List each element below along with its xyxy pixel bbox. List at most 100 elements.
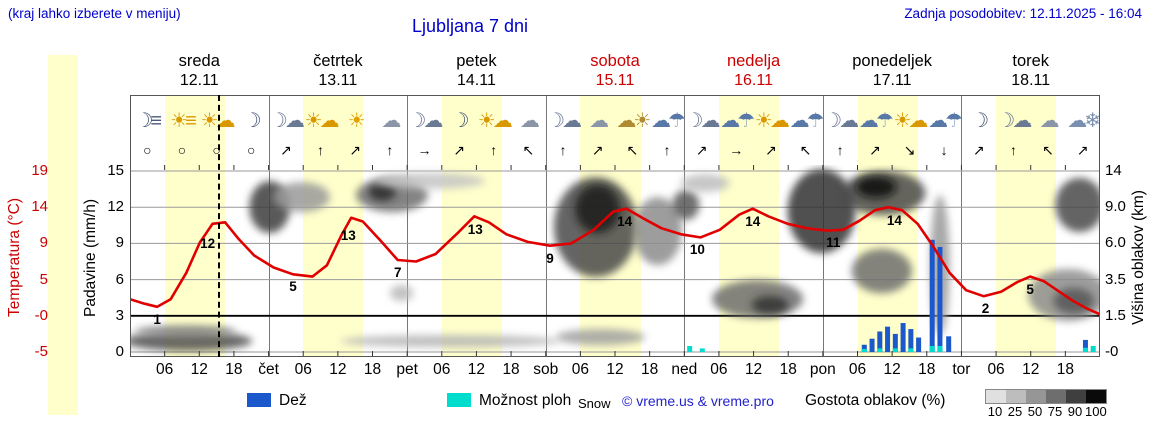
- cloud-blob: [672, 189, 700, 220]
- precip-bar: [908, 348, 914, 352]
- legend-snow-label: Snow: [578, 396, 611, 411]
- temp-value-label: 14: [617, 214, 633, 230]
- weather-icon: ☁☀: [616, 110, 651, 132]
- day-separator: [545, 95, 547, 357]
- temp-value-label: 2: [981, 300, 990, 316]
- day-name: ponedeljek: [852, 52, 933, 70]
- wind-barb: ↗: [453, 142, 465, 158]
- time-tick: 12: [606, 361, 624, 378]
- temp-value-label: 5: [1026, 281, 1034, 297]
- weather-icon: ☀≡: [170, 110, 197, 132]
- precip-bar: [946, 336, 952, 352]
- precip-bar: [892, 333, 898, 352]
- precip-bar: [900, 323, 906, 352]
- density-tick: 25: [1007, 404, 1023, 419]
- now-line: [217, 95, 220, 357]
- precip-tick: 12: [107, 198, 124, 216]
- wind-barb: ↖: [1042, 142, 1054, 158]
- weather-icon: ☽☁: [408, 110, 443, 132]
- cloud-tick: -0: [1105, 343, 1119, 360]
- temp-value-label: 13: [467, 221, 483, 237]
- weather-icon: ☁☂: [650, 110, 686, 132]
- cloud-blob: [374, 172, 486, 189]
- precip-bar: [1082, 339, 1088, 352]
- copyright-link[interactable]: © vreme.us & vreme.pro: [622, 393, 774, 409]
- precip-axis-label: Padavine (mm/h): [82, 198, 99, 317]
- day-name: nedelja: [726, 52, 781, 70]
- cloud-tick: 6.0: [1105, 234, 1126, 252]
- left-accent-strip: [48, 55, 78, 415]
- weather-icon: ☽☁: [685, 110, 721, 132]
- legend-showers-label: Možnost ploh: [479, 392, 572, 409]
- wind-barb: →: [417, 142, 432, 158]
- precip-bar: [885, 326, 891, 352]
- time-tick: 18: [641, 361, 659, 378]
- density-scale: [985, 389, 1107, 404]
- wind-barb: ↑: [490, 142, 498, 158]
- wind-barb: ↗: [765, 142, 777, 158]
- time-tick: čet: [258, 361, 279, 378]
- density-segment: [1066, 390, 1086, 403]
- wind-barb: ↗: [972, 142, 985, 158]
- cloud-blob: [124, 331, 253, 352]
- wind-barb: ↗: [591, 142, 604, 158]
- weather-icon: ☽≡: [135, 110, 163, 132]
- precip-tick: 0: [115, 343, 124, 360]
- precip-tick: 9: [115, 234, 124, 252]
- page-title: Ljubljana 7 dni: [411, 16, 529, 36]
- day-date: 18.11: [1011, 72, 1051, 89]
- time-tick: 12: [1022, 361, 1040, 378]
- weather-icon: ☀☁: [200, 110, 236, 132]
- wind-barb: ↗: [1076, 142, 1089, 158]
- cloud-blob: [340, 335, 560, 348]
- weather-icon: ☁: [1039, 110, 1060, 132]
- cloud-blob: [555, 328, 646, 346]
- time-tick: 12: [744, 361, 763, 378]
- wind-barb: ↓: [940, 142, 948, 158]
- weather-icon: ☀☁: [477, 110, 513, 132]
- precip-bar: [1082, 347, 1088, 352]
- day-name: petek: [456, 52, 497, 70]
- time-tick: 18: [918, 361, 936, 378]
- time-tick: 06: [294, 361, 312, 378]
- cloud-tick: 1.5: [1105, 306, 1126, 324]
- temp-curve: [128, 205, 1102, 316]
- temp-value-label: 5: [289, 279, 297, 295]
- density-tick: 75: [1047, 404, 1063, 419]
- density-segment: [1006, 390, 1026, 403]
- precip-tick: 3: [115, 306, 124, 324]
- weather-icon: ☀☁: [304, 110, 340, 132]
- time-tick: 12: [883, 361, 901, 378]
- day-separator: [961, 95, 963, 357]
- day-name: torek: [1012, 52, 1050, 70]
- day-date: 16.11: [734, 72, 773, 89]
- time-tick: 06: [710, 361, 728, 378]
- temp-value-label: 14: [886, 213, 902, 229]
- weather-icon: ☁: [519, 110, 540, 132]
- weather-icon: ☁☂: [789, 110, 825, 132]
- time-tick: tor: [952, 361, 971, 378]
- cloud-blob: [368, 183, 396, 202]
- precip-bar: [699, 348, 705, 352]
- legend-showers-swatch: [447, 393, 471, 407]
- cloud-tick: 9.0: [1105, 198, 1126, 216]
- time-tick: pon: [809, 361, 836, 378]
- precip-bar: [929, 239, 935, 352]
- precip-bar: [1090, 345, 1096, 352]
- time-tick: 18: [1056, 361, 1074, 378]
- precip-bar: [869, 338, 875, 352]
- temp-value-label: 9: [546, 250, 554, 266]
- weather-icon: ☁☂: [720, 110, 755, 132]
- weather-icon: ☽☁: [824, 110, 859, 132]
- temp-tick: -0: [34, 306, 48, 324]
- last-updated: Zadnja posodobitev: 12.11.2025 - 16:04: [904, 6, 1142, 21]
- chart-canvas: [124, 165, 1108, 357]
- cloud-blob: [273, 182, 330, 213]
- wind-barb: ↑: [836, 142, 844, 158]
- time-tick: pet: [396, 361, 418, 378]
- time-tick: ned: [671, 361, 698, 378]
- day-separator: [407, 95, 409, 357]
- precip-tick: 6: [115, 270, 124, 288]
- wind-barb: ↗: [695, 142, 708, 158]
- cloud-axis-label: Višina oblakov (km): [1130, 190, 1147, 326]
